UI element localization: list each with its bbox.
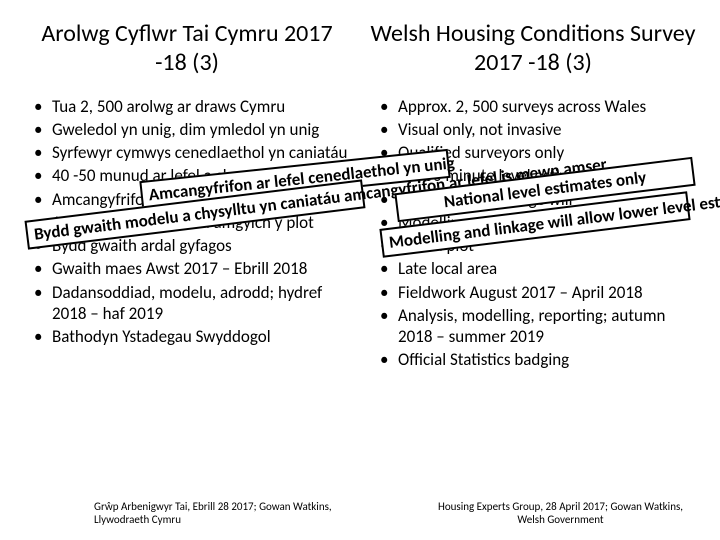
- list-item: Gwaith maes Awst 2017 – Ebrill 2018: [52, 258, 350, 279]
- list-item: Approx. 2, 500 surveys across Wales: [398, 96, 696, 117]
- slide: Arolwg Cyflwr Tai Cymru 2017 -18 (3) Wel…: [0, 0, 720, 540]
- list-item: Analysis, modelling, reporting; autumn 2…: [398, 305, 696, 348]
- list-item: Fieldwork August 2017 – April 2018: [398, 282, 696, 303]
- footer-right: Housing Experts Group, 28 April 2017; Go…: [365, 500, 696, 526]
- list-item: Visual only, not invasive: [398, 119, 696, 140]
- list-item: Late local area: [398, 258, 696, 279]
- list-item: Syrfewyr cymwys cenedlaethol yn caniatáu: [52, 142, 350, 163]
- list-item: Bathodyn Ystadegau Swyddogol: [52, 326, 350, 347]
- footer-row: Grŵp Arbenigwyr Tai, Ebrill 28 2017; Gow…: [24, 500, 696, 526]
- list-item: Gweledol yn unig, dim ymledol yn unig: [52, 119, 350, 140]
- title-right: Welsh Housing Conditions Survey 2017 -18…: [370, 20, 696, 78]
- title-row: Arolwg Cyflwr Tai Cymru 2017 -18 (3) Wel…: [24, 20, 696, 78]
- list-item: Tua 2, 500 arolwg ar draws Cymru: [52, 96, 350, 117]
- footer-left: Grŵp Arbenigwyr Tai, Ebrill 28 2017; Gow…: [24, 500, 365, 526]
- title-left: Arolwg Cyflwr Tai Cymru 2017 -18 (3): [24, 20, 350, 78]
- list-item: Dadansoddiad, modelu, adrodd; hydref 201…: [52, 282, 350, 325]
- list-item: Official Statistics badging: [398, 349, 696, 370]
